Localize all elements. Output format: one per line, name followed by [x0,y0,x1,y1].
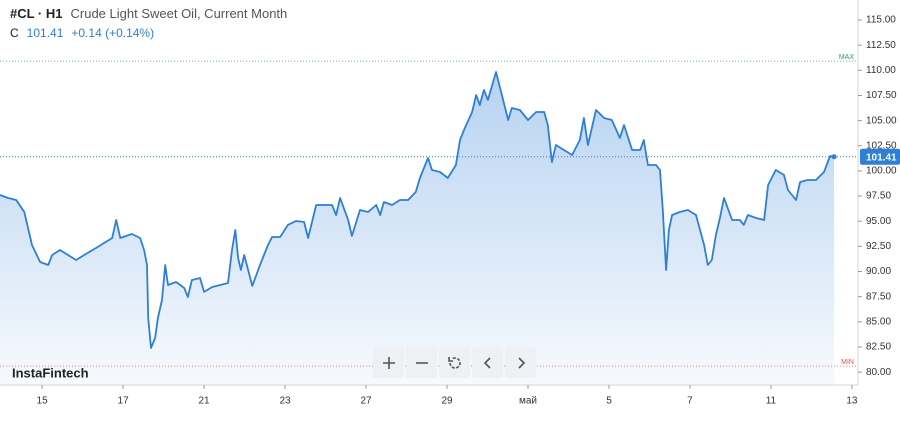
y-tick-label: 115.00 [866,15,896,26]
last-point [831,154,837,160]
x-tick-label: 17 [118,396,130,407]
max-label: MAX [839,54,855,61]
icon [382,356,395,369]
controls [373,347,536,378]
y-tick-label: 100.00 [866,166,897,177]
x-tick-label: 29 [441,396,453,407]
icon [447,356,461,369]
price-tag-label: 101.41 [866,152,897,163]
x-tick-label: 23 [279,396,291,407]
header: #CL · H1 Crude Light Sweet Oil, Current M… [10,6,287,21]
x-tick-label: 15 [37,396,49,407]
change: +0.14 (+0.14%) [71,26,155,40]
y-tick-label: 80.00 [866,367,891,378]
x-tick-label: 7 [687,396,693,407]
chart-title: Crude Light Sweet Oil, Current Month [70,6,288,21]
icon [483,356,491,369]
y-tick-label: 110.00 [866,65,896,76]
y-tick-label: 107.50 [866,90,897,101]
y-tick-label: 85.00 [866,316,891,327]
x-tick-label: май [519,396,537,407]
y-tick-label: 105.00 [866,115,897,126]
icon [415,361,428,364]
x-tick-label: 5 [606,396,612,407]
y-tick-label: 82.50 [866,342,891,353]
x-tick-label: 11 [766,396,777,407]
area [0,72,835,385]
x-tick-label: 27 [360,396,372,407]
zoom-out[interactable] [406,347,437,378]
symbol: #CL · H1 [10,6,63,21]
zoom-in[interactable] [373,347,404,378]
quote: C 101.41 +0.14 (+0.14%) [10,26,154,40]
scroll-left[interactable] [472,347,503,378]
close: 101.41 [26,26,64,40]
close-prefix: C [10,26,19,40]
y-tick-label: 112.50 [866,40,896,51]
y-tick-label: 102.50 [866,140,897,151]
y-tick-label: 87.50 [866,291,891,302]
x-tick-label: 21 [199,396,211,407]
y-tick-label: 97.50 [866,191,891,202]
y-tick-label: 95.00 [866,216,891,227]
price-line [0,71,835,349]
watermark: InstaFintech [12,365,89,380]
icon [517,356,525,369]
x-tick-label: 13 [846,396,858,407]
y-tick-label: 92.50 [866,241,891,252]
price-tag [860,148,900,165]
y-tick-label: 90.00 [866,266,891,277]
min-label: MIN [841,359,854,366]
scroll-right[interactable] [505,347,536,378]
reset[interactable] [439,347,470,378]
